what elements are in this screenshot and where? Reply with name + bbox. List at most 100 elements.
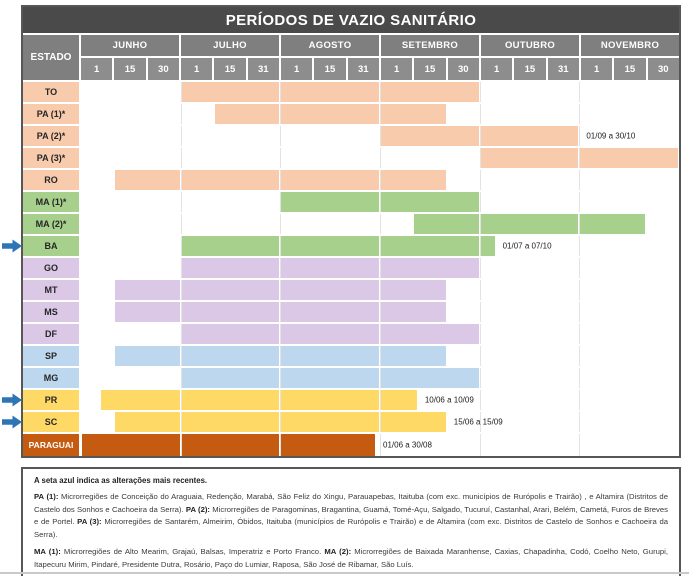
day-tick-junho-1: 1 bbox=[81, 58, 113, 80]
period-track-pr: 10/06 a 10/09 bbox=[81, 390, 679, 410]
day-tick-junho-15: 15 bbox=[112, 58, 146, 80]
month-header-julho: JULHO bbox=[179, 35, 279, 56]
month-gridline bbox=[380, 346, 381, 366]
month-gridline bbox=[380, 434, 381, 456]
row-label-pr: PR bbox=[23, 390, 81, 410]
month-gridline bbox=[180, 192, 182, 212]
period-bar-ms bbox=[381, 302, 446, 322]
month-gridline bbox=[479, 170, 481, 190]
period-track-mt bbox=[81, 280, 679, 300]
month-gridline bbox=[479, 412, 481, 432]
month-gridline bbox=[180, 214, 182, 234]
month-gridline bbox=[579, 346, 581, 366]
month-gridline bbox=[280, 126, 282, 146]
footer-term: PA (1): bbox=[34, 492, 59, 501]
period-bar-ma-1 bbox=[381, 192, 479, 212]
month-gridline bbox=[479, 258, 481, 278]
month-gridline bbox=[180, 346, 182, 366]
month-gridline bbox=[380, 192, 381, 212]
period-track-sp bbox=[81, 346, 679, 366]
month-names-row: JUNHO JULHO AGOSTO SETEMBRO OUTUBRO NOVEMBRO bbox=[81, 35, 679, 58]
period-bar-ro bbox=[381, 170, 446, 190]
footer-term: PA (2): bbox=[185, 504, 210, 514]
month-gridline bbox=[280, 104, 282, 124]
period-bar-ro bbox=[281, 170, 379, 190]
month-gridline bbox=[180, 412, 182, 432]
month-gridline bbox=[479, 324, 481, 344]
month-gridline bbox=[280, 280, 282, 300]
month-gridline bbox=[579, 236, 581, 256]
row-label-to: TO bbox=[23, 82, 81, 102]
month-gridline bbox=[180, 280, 182, 300]
month-gridline bbox=[380, 214, 381, 234]
period-track-ms bbox=[81, 302, 679, 322]
period-bar-pr bbox=[181, 390, 280, 410]
period-track-pa-2: 01/09 a 30/10 bbox=[81, 126, 679, 146]
day-tick-novembro-1: 1 bbox=[578, 58, 613, 80]
period-bar-pr bbox=[281, 390, 379, 410]
month-gridline bbox=[579, 412, 581, 432]
table-header: ESTADO JUNHO JULHO AGOSTO SETEMBRO OUTUBRO NO… bbox=[23, 35, 679, 82]
period-bar-pa-3 bbox=[580, 148, 678, 168]
recent-change-arrow-icon bbox=[2, 393, 22, 407]
month-gridline bbox=[180, 434, 182, 456]
month-header-novembro: NOVEMBRO bbox=[579, 35, 679, 56]
row-label-mt: MT bbox=[23, 280, 81, 300]
period-bar-ma-1 bbox=[281, 192, 379, 212]
period-track-pa-3 bbox=[81, 148, 679, 168]
period-bar-ba bbox=[281, 236, 379, 256]
day-tick-setembro-30: 30 bbox=[445, 58, 479, 80]
period-label-pa-2: 01/09 a 30/10 bbox=[586, 131, 636, 141]
day-tick-julho-15: 15 bbox=[212, 58, 246, 80]
footer-term: MA (1): bbox=[34, 547, 61, 557]
table-row-ms: MS bbox=[23, 302, 679, 324]
period-bar-sp bbox=[281, 346, 379, 366]
month-gridline bbox=[280, 390, 282, 410]
month-gridline bbox=[479, 192, 481, 212]
month-gridline bbox=[380, 280, 381, 300]
period-bar-paraguai bbox=[82, 434, 180, 456]
month-gridline bbox=[380, 302, 381, 322]
day-tick-julho-1: 1 bbox=[178, 58, 213, 80]
period-bar-paraguai bbox=[181, 434, 280, 456]
month-gridline bbox=[280, 170, 282, 190]
day-tick-julho-31: 31 bbox=[245, 58, 279, 80]
month-gridline bbox=[479, 368, 481, 388]
month-gridline bbox=[579, 390, 581, 410]
month-gridline bbox=[579, 170, 581, 190]
row-label-mg: MG bbox=[23, 368, 81, 388]
period-label-pr: 10/06 a 10/09 bbox=[424, 395, 474, 405]
month-gridline bbox=[479, 148, 481, 168]
month-gridline bbox=[579, 368, 581, 388]
row-label-sc: SC bbox=[23, 412, 81, 432]
footer-paragraph-2: MA (1): Microrregiões de Alto Mearim, Gr… bbox=[34, 547, 669, 569]
period-label-ba: 01/07 a 07/10 bbox=[502, 241, 552, 251]
month-gridline bbox=[280, 192, 282, 212]
period-bar-go bbox=[181, 258, 280, 278]
day-tick-agosto-31: 31 bbox=[345, 58, 379, 80]
footer-term: PA (3): bbox=[77, 517, 102, 527]
period-bar-go bbox=[281, 258, 379, 278]
day-tick-setembro-1: 1 bbox=[378, 58, 413, 80]
month-gridline bbox=[280, 148, 282, 168]
month-gridline bbox=[380, 236, 381, 256]
period-bar-df bbox=[381, 324, 479, 344]
month-gridline bbox=[180, 324, 182, 344]
month-gridline bbox=[579, 214, 581, 234]
period-track-ba: 01/07 a 07/10 bbox=[81, 236, 679, 256]
period-bar-mg bbox=[281, 368, 379, 388]
month-gridline bbox=[380, 82, 381, 102]
row-label-ma-2: MA (2)* bbox=[23, 214, 81, 234]
period-bar-df bbox=[181, 324, 280, 344]
period-bar-sc bbox=[281, 412, 379, 432]
row-label-df: DF bbox=[23, 324, 81, 344]
table-row-paraguai: PARAGUAI 01/06 a 30/08 bbox=[23, 434, 679, 456]
period-bar-pr bbox=[381, 390, 417, 410]
period-bar-to bbox=[181, 82, 280, 102]
period-bar-mt bbox=[181, 280, 280, 300]
month-gridline bbox=[579, 82, 581, 102]
period-bar-sc bbox=[114, 412, 180, 432]
period-bar-pa-1 bbox=[214, 104, 280, 124]
month-header-agosto: AGOSTO bbox=[279, 35, 379, 56]
period-bar-paraguai bbox=[281, 434, 375, 456]
